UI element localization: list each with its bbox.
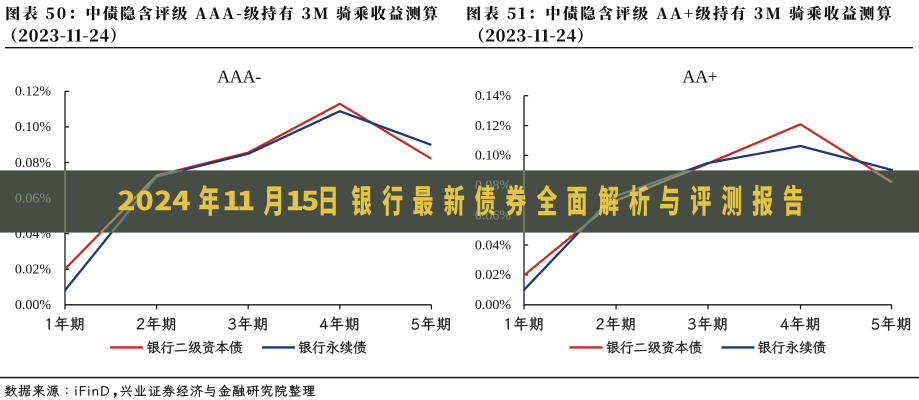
svg-text:0.06%: 0.06%	[15, 191, 52, 206]
svg-text:AA+: AA+	[682, 67, 717, 87]
svg-text:0.14%: 0.14%	[475, 89, 512, 104]
svg-text:0.02%: 0.02%	[15, 263, 52, 278]
svg-text:0.04%: 0.04%	[475, 238, 512, 253]
svg-text:0.08%: 0.08%	[15, 156, 52, 171]
svg-text:0.02%: 0.02%	[475, 268, 512, 283]
svg-text:AAA-: AAA-	[217, 67, 261, 87]
svg-text:0.00%: 0.00%	[15, 298, 52, 313]
svg-text:0.10%: 0.10%	[475, 149, 512, 164]
svg-text:0.00%: 0.00%	[475, 298, 512, 313]
svg-text:0.12%: 0.12%	[475, 119, 512, 134]
svg-text:0.06%: 0.06%	[475, 208, 512, 223]
svg-text:0.12%: 0.12%	[15, 85, 52, 100]
svg-text:0.10%: 0.10%	[15, 120, 52, 135]
